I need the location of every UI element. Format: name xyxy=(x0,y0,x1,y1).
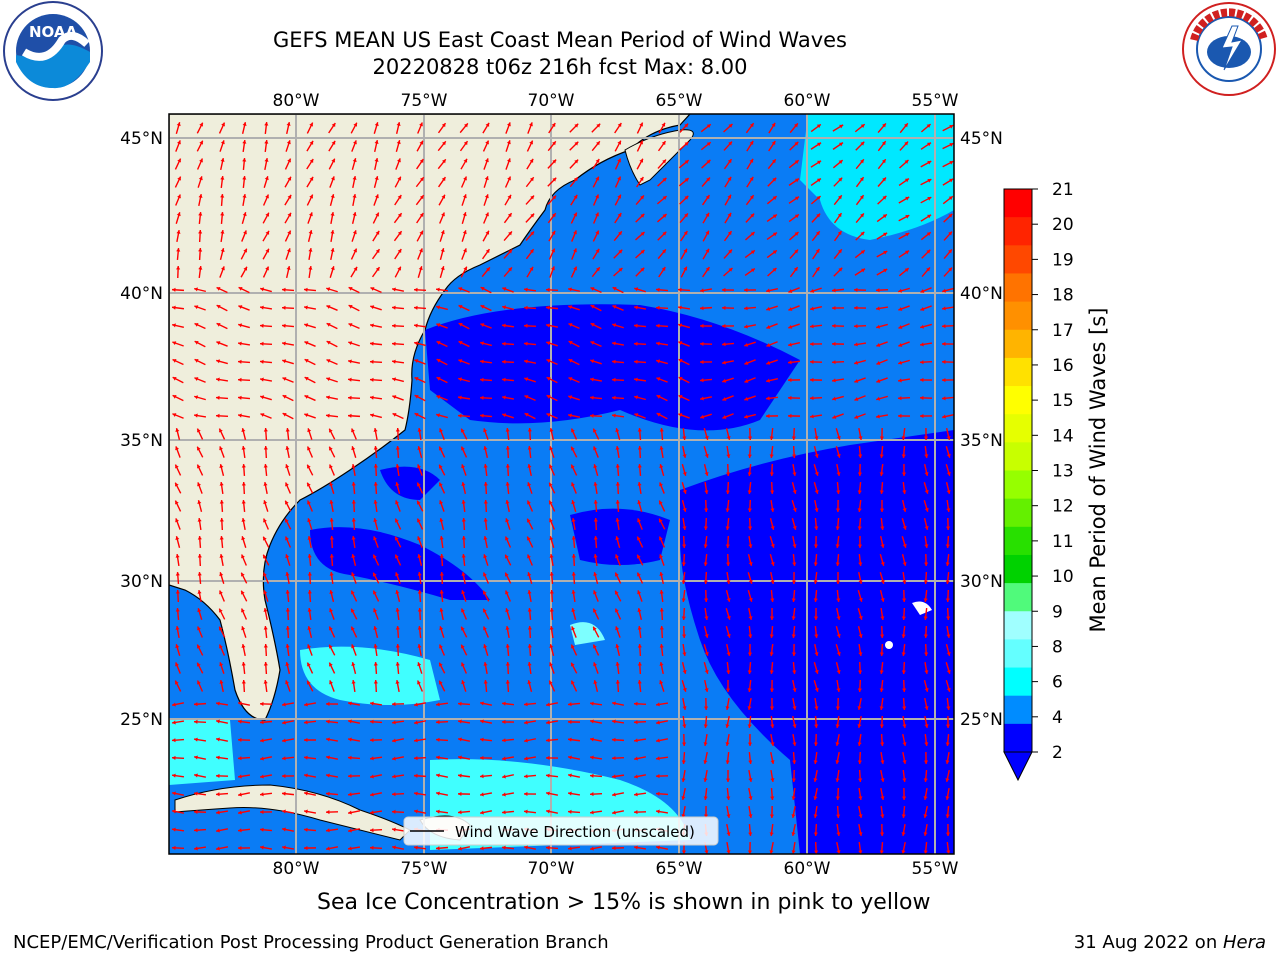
colorbar-swatch xyxy=(1004,668,1032,697)
lat-tick-right: 30°N xyxy=(960,572,1003,592)
colorbar-tick-label: 9 xyxy=(1052,602,1063,622)
colorbar-swatch xyxy=(1004,414,1032,443)
lon-tick-top: 75°W xyxy=(401,91,448,111)
colorbar-tick-label: 15 xyxy=(1052,391,1074,411)
lon-tick-top: 70°W xyxy=(528,91,575,111)
colorbar-tick-label: 4 xyxy=(1052,708,1063,728)
map-caption: Sea Ice Concentration > 15% is shown in … xyxy=(160,890,1277,915)
colorbar: 21 20 19 18 17 16 15 14 13 12 11 10 9 8 6 4 2 xyxy=(1004,180,1074,780)
lat-tick-left: 25°N xyxy=(120,710,163,730)
colorbar-swatch xyxy=(1004,189,1032,218)
lat-tick-right: 40°N xyxy=(960,284,1003,304)
colorbar-tick-label: 12 xyxy=(1052,497,1074,517)
lat-tick-left: 40°N xyxy=(120,284,163,304)
colorbar-tick-label: 17 xyxy=(1052,321,1074,341)
lat-tick-right: 25°N xyxy=(960,710,1003,730)
colorbar-swatch xyxy=(1004,696,1032,725)
colorbar-swatch xyxy=(1004,245,1032,274)
colorbar-swatch xyxy=(1004,611,1032,640)
colorbar-swatch xyxy=(1004,273,1032,302)
colorbar-swatch xyxy=(1004,471,1032,500)
colorbar-tick-label: 2 xyxy=(1052,743,1063,763)
lon-tick-top: 60°W xyxy=(784,91,831,111)
colorbar-swatch xyxy=(1004,217,1032,246)
footer-date: 31 Aug 2022 on Hera xyxy=(1074,932,1266,953)
colorbar-swatch xyxy=(1004,639,1032,668)
colorbar-swatch xyxy=(1004,330,1032,359)
lat-tick-left: 30°N xyxy=(120,572,163,592)
colorbar-swatch xyxy=(1004,302,1032,331)
legend-label: Wind Wave Direction (unscaled) xyxy=(455,823,695,841)
footer-date-text: 31 Aug 2022 on xyxy=(1074,932,1223,953)
lon-tick-bottom: 80°W xyxy=(273,859,320,879)
footer-credit: NCEP/EMC/Verification Post Processing Pr… xyxy=(13,932,609,953)
colorbar-tick-label: 16 xyxy=(1052,356,1074,376)
colorbar-title: Mean Period of Wind Waves [s] xyxy=(1086,308,1110,633)
colorbar-swatch xyxy=(1004,499,1032,528)
colorbar-swatch xyxy=(1004,386,1032,415)
lat-tick-left: 35°N xyxy=(120,431,163,451)
colorbar-tick-label: 20 xyxy=(1052,215,1074,235)
colorbar-tick-label: 6 xyxy=(1052,673,1063,693)
colorbar-tick-label: 21 xyxy=(1052,180,1074,200)
footer-host: Hera xyxy=(1223,932,1266,953)
colorbar-tick-label: 14 xyxy=(1052,426,1074,446)
lat-tick-right: 35°N xyxy=(960,431,1003,451)
colorbar-tick-label: 10 xyxy=(1052,567,1074,587)
colorbar-extend-arrow xyxy=(1004,752,1032,780)
colorbar-tick-label: 13 xyxy=(1052,462,1074,482)
lon-tick-bottom: 65°W xyxy=(656,859,703,879)
lon-tick-bottom: 60°W xyxy=(784,859,831,879)
lat-tick-right: 45°N xyxy=(960,129,1003,149)
colorbar-swatch xyxy=(1004,442,1032,471)
lon-tick-top: 65°W xyxy=(656,91,703,111)
lon-tick-bottom: 75°W xyxy=(401,859,448,879)
colorbar-tick-label: 19 xyxy=(1052,250,1074,270)
lon-tick-bottom: 70°W xyxy=(528,859,575,879)
colorbar-swatch xyxy=(1004,527,1032,556)
map-legend: Wind Wave Direction (unscaled) xyxy=(404,817,718,845)
lon-tick-bottom: 55°W xyxy=(912,859,959,879)
lon-tick-top: 55°W xyxy=(912,91,959,111)
colorbar-tick-label: 11 xyxy=(1052,532,1074,552)
colorbar-swatch xyxy=(1004,555,1032,584)
colorbar-tick-label: 18 xyxy=(1052,286,1074,306)
colorbar-swatch xyxy=(1004,583,1032,612)
lon-tick-top: 80°W xyxy=(273,91,320,111)
colorbar-swatch xyxy=(1004,358,1032,387)
colorbar-swatch xyxy=(1004,724,1032,753)
map-area xyxy=(169,114,954,854)
lat-tick-left: 45°N xyxy=(120,129,163,149)
colorbar-tick-label: 8 xyxy=(1052,637,1063,657)
